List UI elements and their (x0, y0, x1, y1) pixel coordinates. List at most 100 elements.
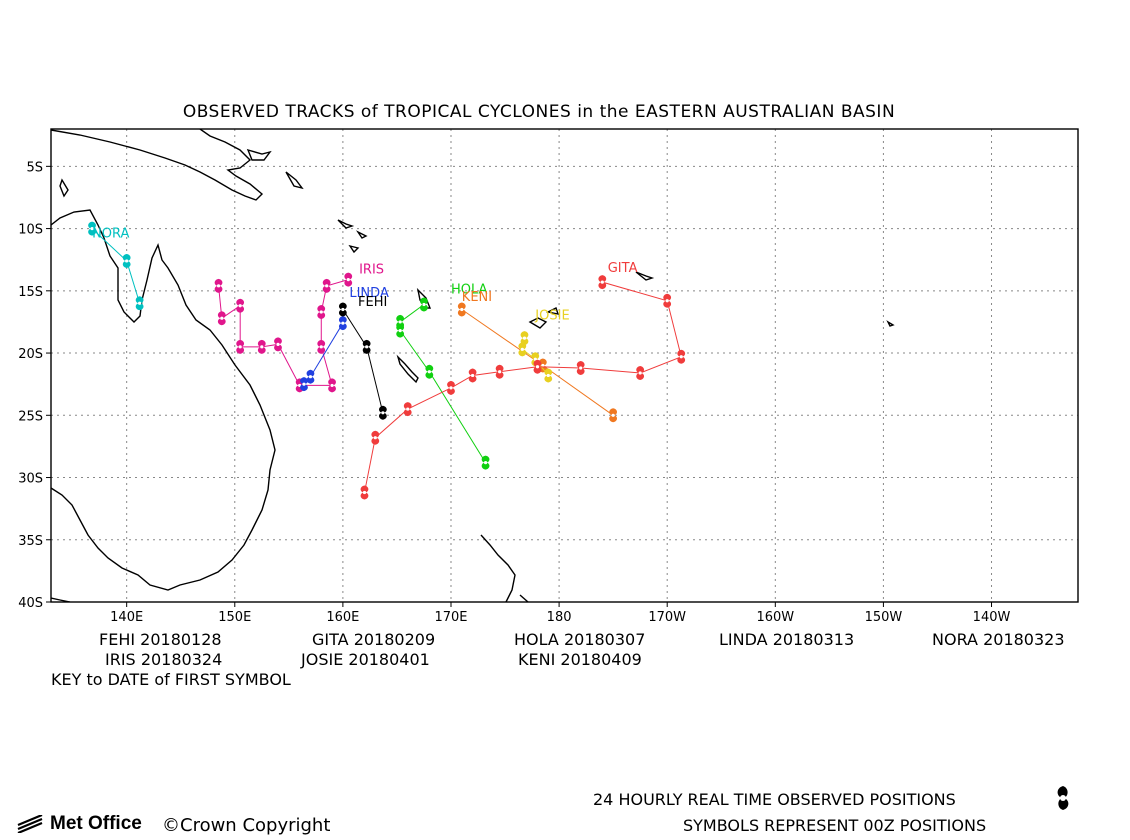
legend-item-iris: IRIS 20180324 (105, 650, 223, 669)
cyclone-position-marker (257, 339, 266, 354)
track-gita: GITA (360, 261, 686, 500)
x-tick-label: 160W (756, 610, 794, 625)
y-tick-label: 30S (18, 472, 43, 487)
cyclone-position-marker (338, 316, 347, 331)
cyclone-position-marker (495, 364, 504, 379)
cyclone-position-marker (317, 304, 326, 319)
cyclone-position-marker (88, 221, 96, 236)
cyclone-position-marker (533, 359, 542, 374)
track-label: KENI (462, 290, 492, 305)
cyclone-position-marker (457, 302, 466, 317)
legend-item-keni: KENI 20180409 (518, 650, 642, 669)
x-tick-label: 140E (110, 610, 143, 625)
track-label: JOSIE (534, 308, 569, 323)
cyclone-position-marker (576, 360, 585, 375)
x-tick-label: 180 (547, 610, 572, 625)
cyclone-position-marker (371, 430, 380, 445)
cyclone-position-marker (306, 369, 315, 384)
cyclone-position-marker (520, 331, 529, 346)
cyclone-position-marker (636, 365, 645, 380)
cyclone-position-marker (447, 380, 455, 395)
cyclone-position-marker (328, 378, 336, 393)
cyclone-position-marker (236, 339, 245, 354)
coastlines (51, 129, 895, 602)
x-tick-label: 150E (218, 610, 251, 625)
cyclone-position-marker (344, 272, 353, 287)
met-office-logo-icon (17, 815, 43, 833)
map-title: OBSERVED TRACKS of TROPICAL CYCLONES in … (182, 102, 896, 122)
y-tick-label: 35S (18, 534, 43, 549)
cyclone-position-marker (425, 364, 434, 379)
axis-ticks: 140E 150E 160E 170E 180 170W 160W 150W 140W 5S 10S… (18, 160, 1010, 625)
cyclone-position-marker (135, 296, 144, 311)
legend-item-nora: NORA 20180323 (932, 630, 1065, 649)
new-zealand-coast (480, 534, 516, 602)
new-caledonia (396, 354, 419, 384)
track-label: HOLA (451, 282, 488, 297)
legend-item-fehi: FEHI 20180128 (99, 630, 222, 649)
cyclone-position-marker (663, 293, 672, 308)
new-guinea-coast (51, 129, 264, 201)
cyclone-position-marker (338, 302, 347, 317)
met-office-brand: Met Office (16, 813, 142, 835)
y-tick-label: 15S (18, 285, 43, 300)
fiji (528, 307, 560, 329)
track-line (399, 304, 487, 463)
legend-item-linda: LINDA 20180313 (719, 630, 855, 649)
cyclone-position-marker (322, 278, 331, 293)
x-tick-label: 170W (648, 610, 686, 625)
plot-frame (50, 128, 1079, 603)
australia-coast (51, 209, 276, 591)
track-linda: LINDA (300, 286, 389, 392)
cyclone-position-marker (677, 349, 686, 364)
cyclone-position-marker (420, 297, 428, 312)
y-tick-label: 40S (18, 596, 43, 611)
cyclone-position-marker (236, 298, 245, 313)
cyclone-position-marker (518, 342, 527, 357)
cyclone-position-marker (403, 402, 412, 417)
cyclone-position-marker (122, 253, 131, 268)
footer-symbols-note: SYMBOLS REPRESENT 00Z POSITIONS (683, 816, 987, 835)
cyclone-position-marker (378, 405, 387, 420)
cyclone-position-marker (214, 278, 223, 293)
cyclone-position-marker (598, 275, 607, 290)
track-iris: IRIS (214, 262, 384, 393)
legend-item-gita: GITA 20180209 (312, 630, 436, 649)
y-tick-label: 20S (18, 347, 43, 362)
y-tick-label: 10S (18, 223, 43, 238)
copyright-notice: ©Crown Copyright (162, 815, 331, 836)
solomon-islands (337, 219, 368, 254)
legend-item-hola: HOLA 20180307 (514, 630, 646, 649)
x-tick-label: 140W (973, 610, 1011, 625)
footer-observed-positions: 24 HOURLY REAL TIME OBSERVED POSITIONS (593, 790, 956, 809)
cyclone-position-marker (544, 368, 553, 383)
x-tick-label: 150W (865, 610, 903, 625)
y-tick-label: 5S (26, 160, 43, 175)
track-label: GITA (608, 261, 638, 276)
track-label: LINDA (349, 286, 389, 301)
track-fehi: FEHI (338, 295, 387, 420)
cyclone-position-marker (360, 485, 369, 500)
cyclone-position-marker (217, 311, 226, 326)
cyclone-position-marker (481, 455, 490, 470)
track-label: NORA (92, 226, 129, 241)
cyclone-position-marker (317, 339, 326, 354)
cyclone-position-marker (274, 337, 282, 352)
key-note: KEY to DATE of FIRST SYMBOL (51, 670, 291, 689)
legend-item-josie: JOSIE 20180401 (301, 650, 430, 669)
x-tick-label: 160E (326, 610, 359, 625)
track-nora: NORA (88, 221, 144, 311)
cyclone-position-marker (362, 339, 371, 354)
cyclone-position-marker (300, 377, 308, 392)
track-line (342, 309, 384, 413)
track-label: FEHI (358, 295, 387, 310)
y-tick-label: 25S (18, 409, 43, 424)
track-line (364, 281, 682, 493)
cyclone-position-marker (396, 323, 405, 338)
track-hola: HOLA (396, 282, 490, 470)
cyclone-position-marker (609, 408, 618, 423)
cyclone-position-marker (468, 368, 477, 383)
cyclone-symbol-icon (1057, 786, 1069, 810)
grid-lines (51, 129, 1078, 602)
